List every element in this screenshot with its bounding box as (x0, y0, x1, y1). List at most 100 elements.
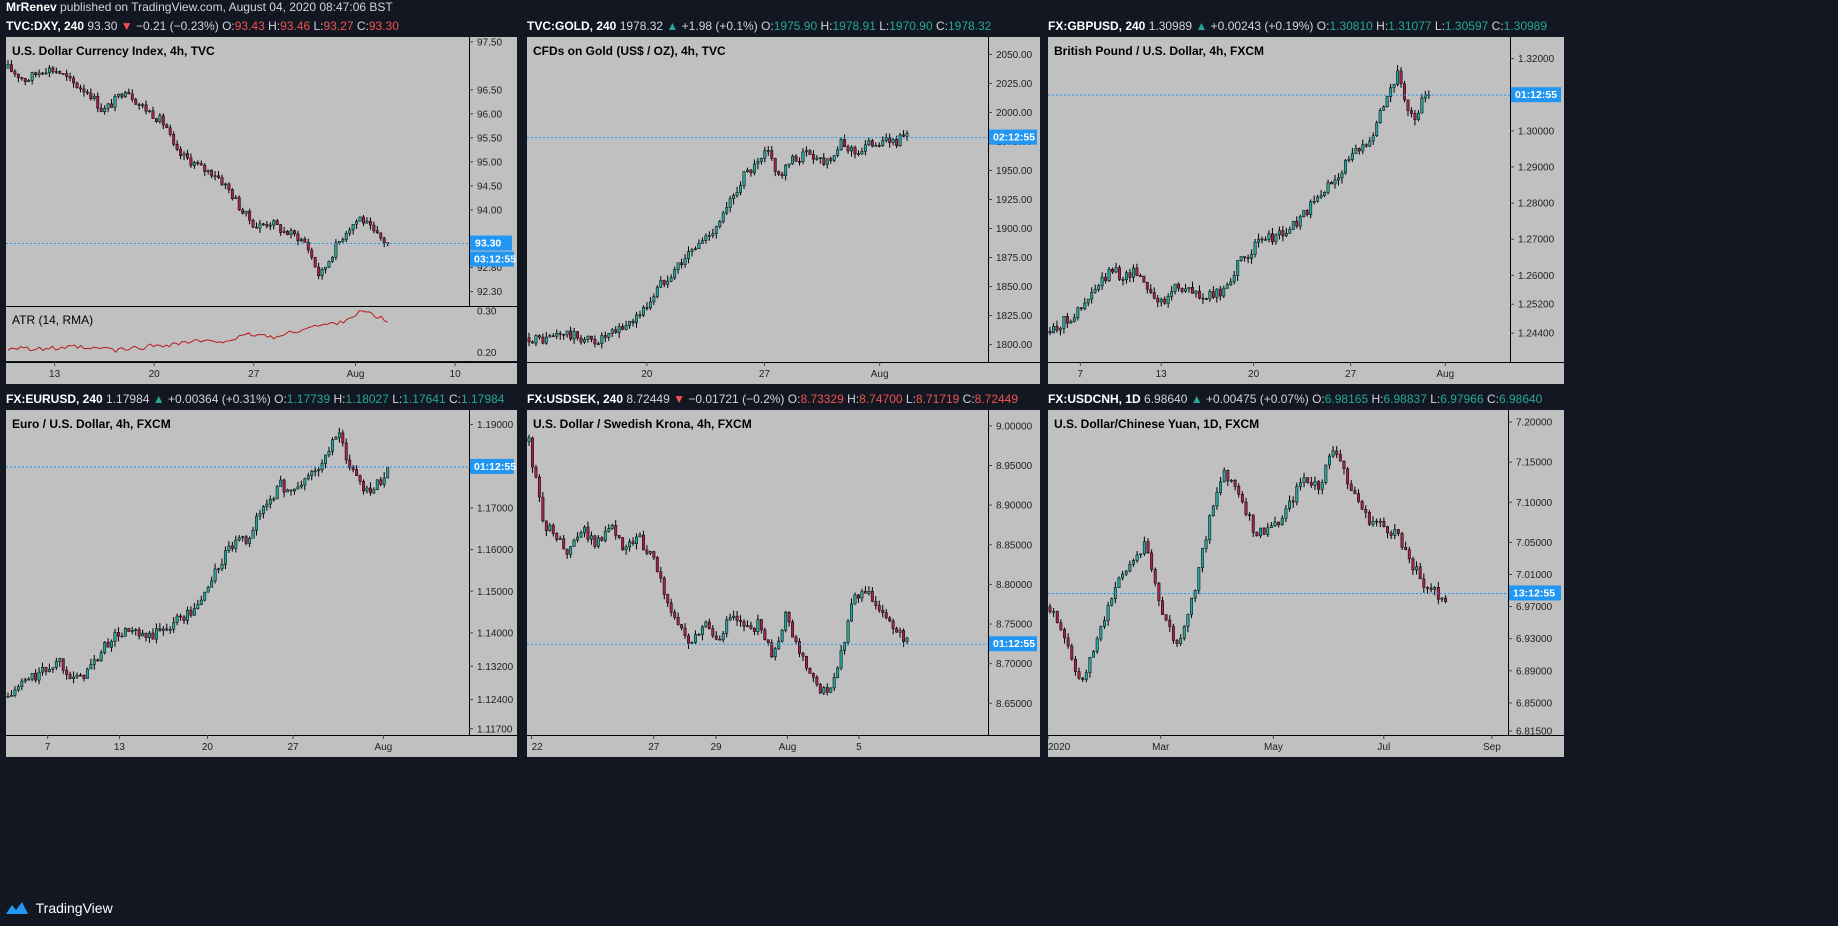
chart-panel-4[interactable]: 1.190001.180001.170001.160001.150001.140… (6, 410, 517, 757)
candle-down (1161, 600, 1164, 615)
brand-name: TradingView (35, 900, 113, 916)
candle-down (362, 216, 365, 224)
plot-area[interactable] (1048, 37, 1510, 362)
time-axis[interactable] (527, 735, 988, 757)
candle-up (1385, 96, 1389, 108)
y-tick-label: 1.12400 (477, 695, 514, 706)
candle-up (1166, 296, 1170, 304)
time-axis[interactable] (1048, 735, 1508, 757)
chart-panel-1[interactable]: 97.50 96.50 96.00 95.50 95.00 94.50 94.00 92.80… (6, 37, 517, 384)
candle-down (780, 173, 784, 176)
candle-down (638, 314, 642, 317)
candle-up (860, 151, 864, 154)
price-axis[interactable] (1508, 410, 1564, 735)
countdown-tag (989, 129, 1037, 145)
author-name[interactable]: MrRenev (6, 0, 57, 14)
price-axis[interactable] (469, 410, 517, 735)
candle-down (34, 673, 38, 681)
time-axis[interactable] (1048, 362, 1510, 384)
footer[interactable]: TradingView (6, 898, 113, 918)
candle-up (600, 335, 604, 344)
plot-area[interactable] (527, 37, 988, 362)
panel-header: FX:USDCNH, 1D 6.98640 ▲ +0.00475 (+0.07%… (1048, 391, 1542, 407)
candle-up (106, 103, 110, 109)
high-label: H: (820, 19, 833, 33)
candle-up (330, 439, 334, 452)
candle-up (1062, 316, 1066, 329)
candle-up (586, 335, 590, 340)
candle-down (1281, 230, 1285, 237)
candle-up (610, 525, 614, 529)
panel-header: FX:USDSEK, 240 8.72449 ▼ −0.01721 (−0.2%… (527, 391, 1018, 407)
candle-down (787, 611, 791, 623)
change-value: −0.21 (−0.23%) (135, 19, 219, 33)
candle-up (1083, 302, 1087, 310)
time-axis[interactable] (6, 362, 469, 384)
candle-up (1277, 230, 1281, 236)
candle-up (317, 469, 321, 472)
y-tick-label: 8.75000 (996, 620, 1033, 631)
candle-down (154, 118, 158, 122)
chart-panel-2[interactable]: 2050.002025.002000.001975.001950.001925.… (527, 37, 1040, 384)
candle-down (82, 88, 86, 93)
candle-up (92, 95, 96, 99)
price-axis[interactable] (988, 410, 1040, 735)
indicator-title: ATR (14, RMA) (12, 313, 93, 327)
chart-panel-3[interactable]: 1.320001.310001.300001.290001.280001.270… (1048, 37, 1564, 384)
candle-up (1229, 281, 1233, 285)
candle-up (652, 296, 656, 303)
candle-up (1280, 517, 1284, 526)
candle-down (306, 242, 310, 251)
candle-down (368, 220, 372, 226)
candle-down (1059, 622, 1063, 630)
candle-up (123, 91, 127, 98)
candle-down (541, 336, 545, 344)
candle-up (237, 537, 241, 541)
y-tick-label: 8.90000 (996, 501, 1033, 512)
plot-area[interactable] (6, 37, 469, 306)
candle-down (110, 103, 113, 108)
chart-panel-5[interactable]: 9.00000 8.95000 8.90000 8.85000 8.80000 8.750… (527, 410, 1040, 757)
candle-down (1138, 275, 1142, 277)
candle-down (815, 677, 819, 685)
candle-up (47, 67, 51, 74)
candle-down (189, 609, 193, 616)
candle-down (884, 612, 888, 619)
candle-down (217, 175, 220, 178)
candle-up (1142, 541, 1146, 555)
time-axis[interactable] (527, 362, 988, 384)
time-axis[interactable] (6, 735, 469, 757)
high-label: H: (1376, 19, 1389, 33)
chart-panel-6[interactable]: 7.20000 7.15000 7.10000 7.05000 7.01000 6.970… (1048, 410, 1564, 757)
candle-up (1371, 135, 1375, 142)
candle-up (30, 72, 34, 81)
candle-down (1364, 144, 1368, 147)
plot-area[interactable] (527, 410, 988, 735)
candle-down (853, 147, 857, 155)
price-axis[interactable] (988, 37, 1040, 362)
candle-up (220, 564, 224, 570)
candle-down (749, 169, 753, 174)
candle-down (137, 629, 141, 637)
y-tick-label: 1.27000 (1518, 235, 1555, 246)
candle-down (1175, 640, 1179, 644)
candle-down (1360, 501, 1364, 510)
close-value: 8.72449 (974, 392, 1019, 406)
candle-down (645, 307, 649, 309)
plot-area[interactable] (6, 410, 469, 735)
candle-up (746, 625, 749, 627)
candle-up (261, 506, 265, 514)
candle-up (27, 80, 31, 83)
candle-up (638, 534, 642, 538)
candle-up (818, 157, 822, 159)
candle-down (1240, 494, 1244, 503)
candle-up (732, 195, 736, 200)
candle-up (572, 331, 576, 340)
candle-down (527, 337, 531, 343)
plot-area[interactable] (1048, 410, 1508, 735)
candle-down (137, 104, 141, 106)
indicator-pane[interactable] (6, 307, 469, 361)
candle-up (206, 169, 210, 172)
candle-up (1121, 573, 1125, 579)
candle-up (286, 489, 290, 493)
